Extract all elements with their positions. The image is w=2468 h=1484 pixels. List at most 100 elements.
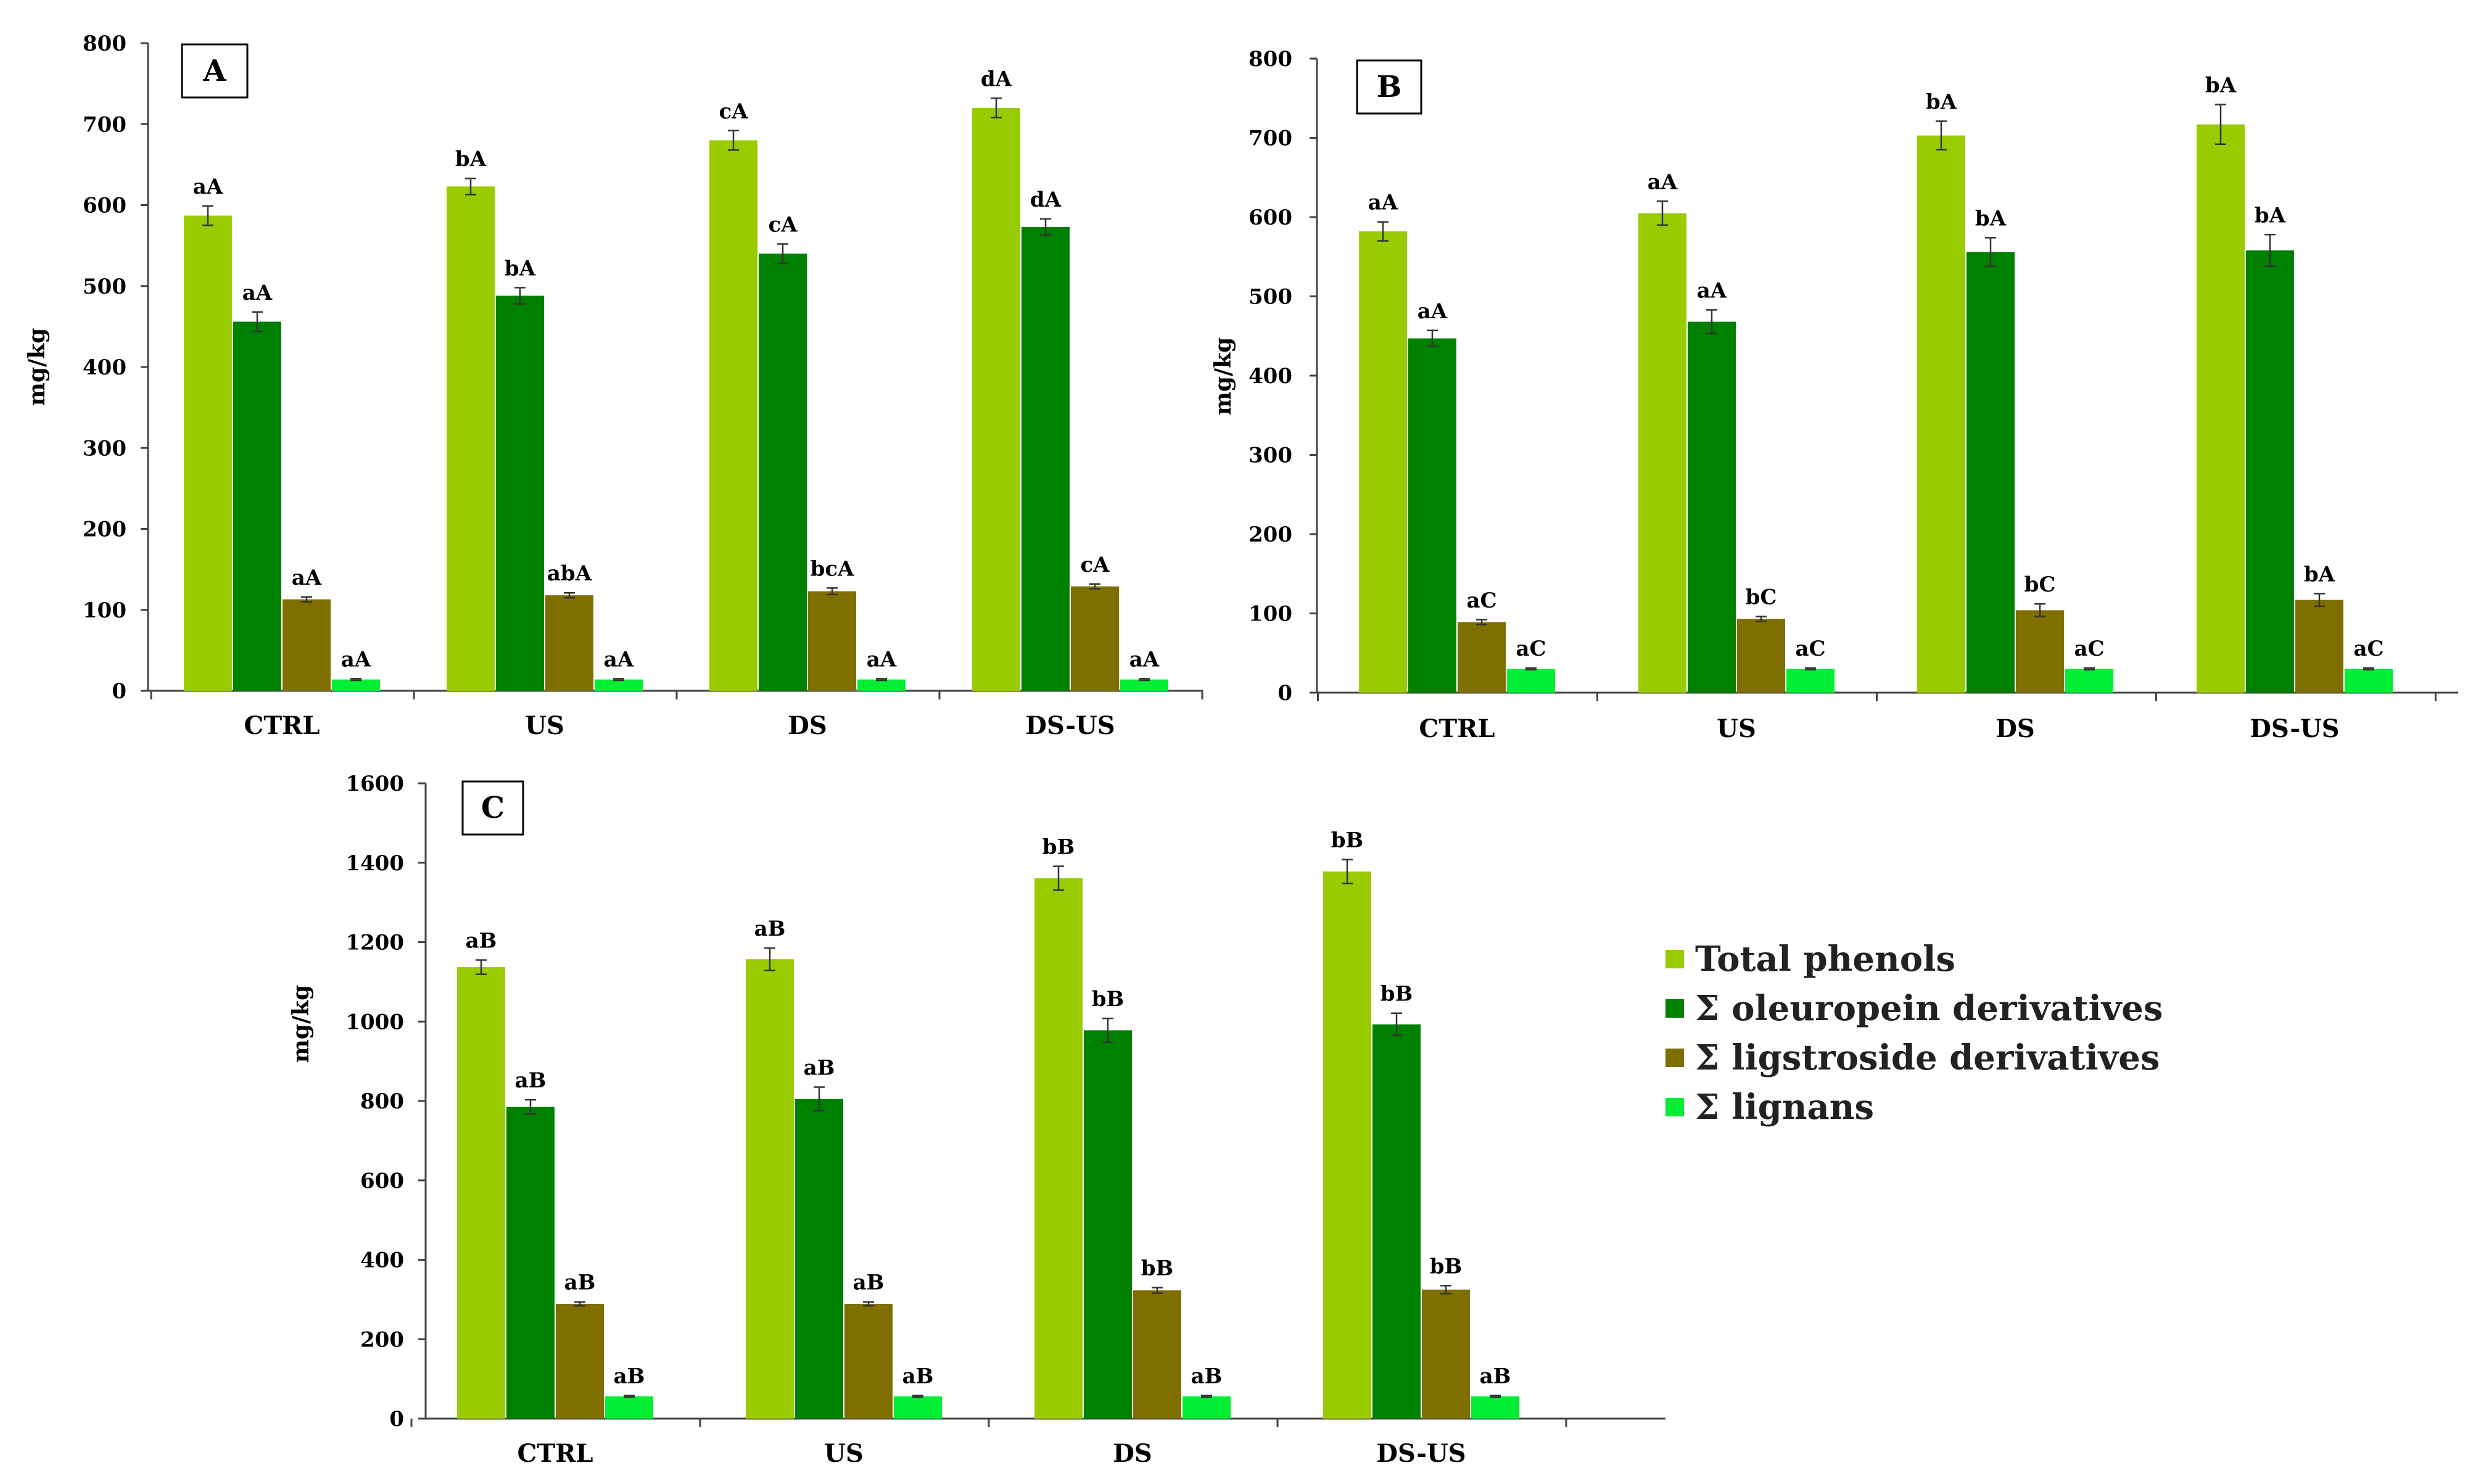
data-label: bA — [2255, 203, 2286, 228]
panel-title-box — [181, 43, 249, 99]
y-axis-label: mg/kg — [24, 328, 50, 406]
category-label: US — [824, 1439, 864, 1468]
data-label: aB — [515, 1068, 547, 1093]
bar — [1084, 1030, 1132, 1419]
data-label: bA — [505, 256, 536, 281]
bar — [746, 959, 794, 1419]
bar — [1120, 679, 1168, 691]
bar — [1408, 338, 1456, 693]
bar — [1917, 135, 1965, 693]
legend: Total phenols Σ oleuropein derivatives Σ… — [1665, 934, 2163, 1132]
legend-swatch-lignans — [1665, 1098, 1684, 1116]
panel-title-box — [1356, 59, 1422, 115]
panel-a: 0 100 200 300 400 500 600 700 800 mg/kg AaA aA aA aA C… — [24, 31, 1203, 740]
y-tick-label: 200 — [360, 1327, 404, 1352]
bar — [2246, 250, 2294, 693]
category-label: DS — [788, 711, 827, 740]
y-tick-label: 200 — [83, 517, 126, 542]
bar — [1507, 669, 1555, 693]
bar — [1034, 878, 1083, 1419]
data-label: bA — [2205, 73, 2237, 98]
data-label: cA — [719, 99, 748, 124]
bar — [844, 1303, 893, 1419]
data-label: aB — [804, 1055, 835, 1080]
legend-label-ligstroside: Σ ligstroside derivatives — [1695, 1037, 2160, 1078]
y-tick-label: 400 — [83, 355, 126, 380]
y-tick-label: 500 — [83, 274, 126, 299]
bar — [2345, 669, 2393, 693]
y-tick-label: 600 — [1248, 205, 1292, 230]
y-tick-label: 100 — [83, 598, 126, 623]
y-tick-label: 400 — [360, 1248, 404, 1273]
data-label: aB — [564, 1271, 596, 1295]
data-label: aB — [466, 928, 497, 953]
data-label: aA — [193, 175, 223, 199]
bar — [857, 679, 906, 691]
y-tick-label: 800 — [1248, 47, 1292, 72]
bar — [1071, 586, 1119, 691]
legend-label-lignans: Σ lignans — [1695, 1087, 1875, 1127]
category-label: DS-US — [2250, 714, 2339, 743]
bar — [595, 679, 643, 691]
bar — [1638, 213, 1686, 693]
bar — [1471, 1396, 1519, 1419]
bar — [2295, 600, 2343, 693]
data-label: aB — [1480, 1364, 1511, 1389]
y-tick-label: 0 — [1277, 681, 1292, 706]
y-tick-label: 800 — [360, 1089, 404, 1114]
category-label: US — [1717, 714, 1756, 743]
legend-item-lignans: Σ lignans — [1665, 1082, 2163, 1132]
data-label: bA — [1926, 90, 1957, 115]
bar — [283, 599, 331, 691]
data-label: aB — [853, 1271, 885, 1295]
data-label: aB — [1191, 1364, 1223, 1389]
panel-title-box — [461, 780, 524, 836]
bar — [1688, 321, 1736, 693]
y-tick-label: 100 — [1248, 602, 1292, 627]
bar — [496, 295, 544, 691]
bar — [1458, 622, 1506, 693]
legend-label-oleuropein: Σ oleuropein derivatives — [1695, 988, 2163, 1029]
category-label: DS — [1113, 1439, 1152, 1468]
y-tick-label: 700 — [83, 112, 126, 137]
data-label: bB — [1141, 1256, 1174, 1281]
data-label: aA — [1697, 278, 1727, 303]
y-tick-label: 1600 — [345, 772, 404, 796]
data-label: bA — [1975, 206, 2007, 231]
data-label: bC — [1746, 585, 1777, 610]
bar — [2065, 669, 2113, 693]
bar — [545, 595, 593, 691]
y-tick-label: 300 — [83, 436, 126, 461]
bar — [709, 140, 757, 691]
data-label: bB — [1092, 987, 1125, 1012]
data-label: bB — [1430, 1254, 1463, 1279]
bar — [1372, 1024, 1421, 1419]
bar — [795, 1099, 843, 1419]
bar — [759, 254, 807, 691]
data-label: aA — [1368, 191, 1398, 215]
data-label: aA — [1418, 299, 1448, 324]
bar — [332, 679, 380, 691]
data-label: aA — [292, 566, 322, 590]
bar — [808, 591, 856, 691]
bar — [1422, 1289, 1470, 1419]
panel-b: 0 100 200 300 400 500 600 700 800 mg/kg BaA aA aC aC C… — [1210, 47, 2458, 743]
data-label: bB — [1381, 982, 1413, 1007]
category-label: US — [525, 711, 564, 740]
bar — [1182, 1396, 1231, 1419]
y-tick-label: 1000 — [345, 1010, 404, 1034]
data-label: dA — [1030, 188, 1062, 212]
data-label: dA — [981, 67, 1012, 91]
data-label: aC — [2353, 637, 2383, 661]
bar — [2197, 124, 2245, 693]
bar — [1021, 226, 1070, 691]
y-tick-label: 300 — [1248, 443, 1292, 468]
data-label: bA — [2304, 562, 2335, 587]
data-label: aA — [242, 281, 273, 305]
y-tick-label: 500 — [1248, 285, 1292, 310]
data-label: bA — [455, 147, 487, 171]
legend-item-oleuropein: Σ oleuropein derivatives — [1665, 984, 2163, 1033]
data-label: aC — [1516, 637, 1546, 661]
y-tick-label: 0 — [112, 679, 126, 704]
